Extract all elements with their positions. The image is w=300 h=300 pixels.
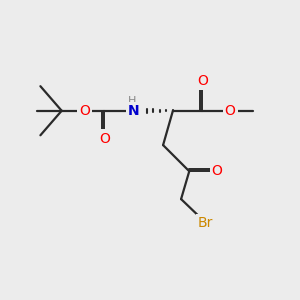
Text: H: H <box>128 96 136 106</box>
Text: Br: Br <box>198 216 213 230</box>
Text: O: O <box>99 131 110 146</box>
Text: O: O <box>197 74 208 88</box>
Text: O: O <box>79 104 90 118</box>
Text: O: O <box>212 164 223 178</box>
Text: N: N <box>128 104 140 118</box>
Text: O: O <box>225 104 236 118</box>
